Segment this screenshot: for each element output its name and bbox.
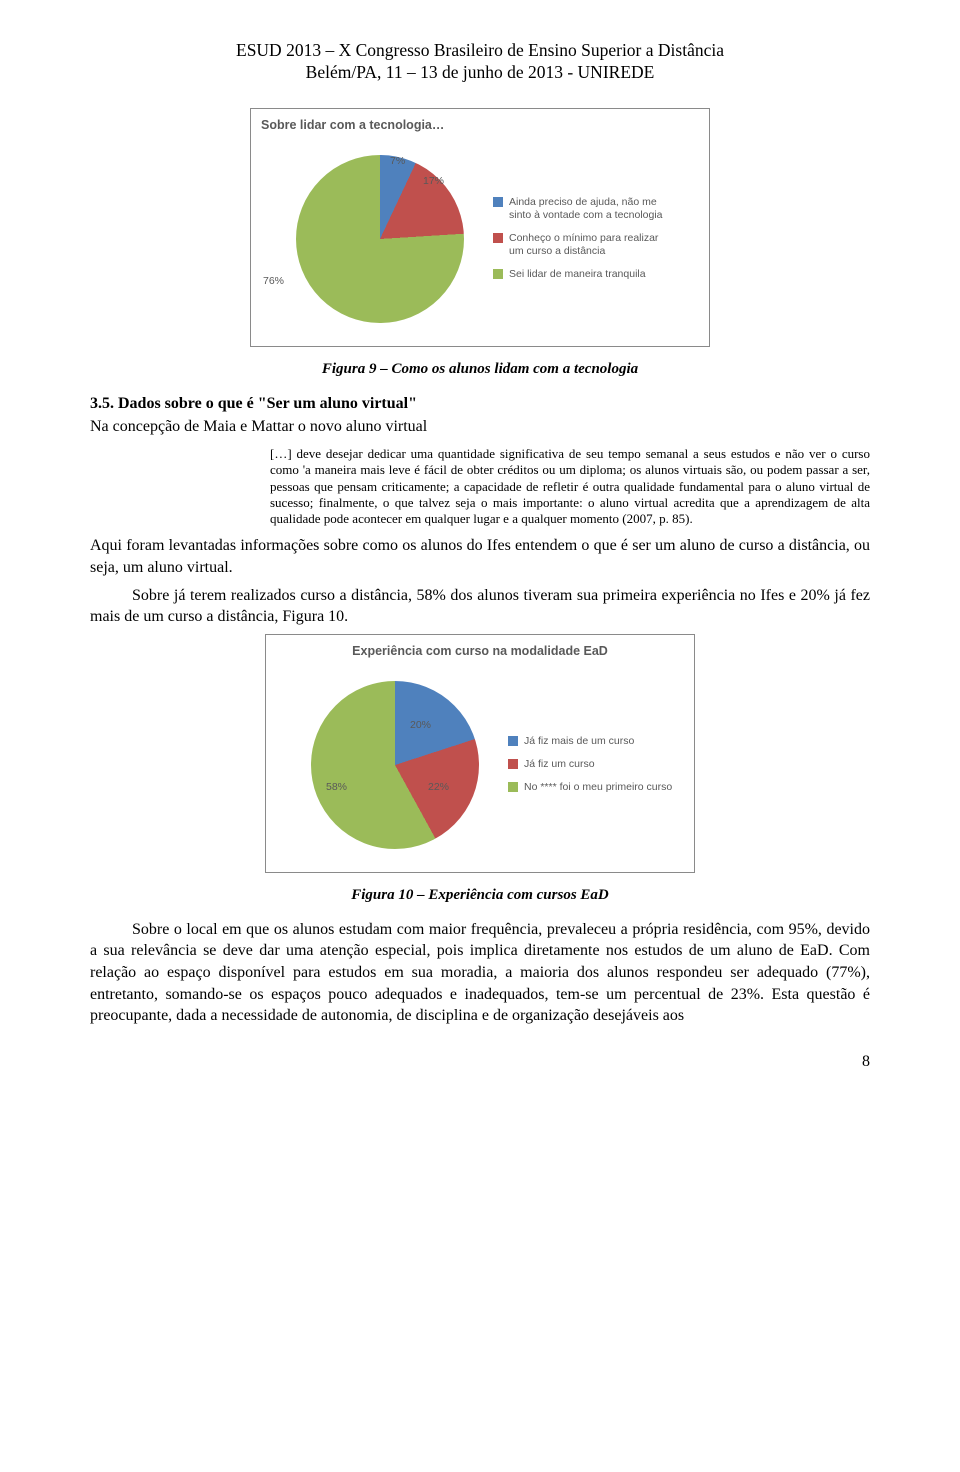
legend-swatch [508, 782, 518, 792]
legend-experiencia: Já fiz mais de um curso Já fiz um curso No… [508, 735, 672, 794]
section-3-5-heading: 3.5. Dados sobre o que é "Ser um aluno v… [90, 393, 870, 415]
paragraph-1: Aqui foram levantadas informações sobre … [90, 535, 870, 578]
legend-swatch [493, 197, 503, 207]
pie-chart-tecnologia: 7%17%76% [295, 154, 465, 324]
pie-slice-label: 58% [326, 780, 347, 794]
legend-swatch [508, 736, 518, 746]
legend-label: Ainda preciso de ajuda, não me sinto à v… [509, 196, 668, 222]
legend-item: Já fiz mais de um curso [508, 735, 672, 748]
legend-label: No **** foi o meu primeiro curso [524, 781, 672, 794]
section-intro: Na concepção de Maia e Mattar o novo alu… [90, 416, 870, 438]
chart-experiencia-title: Experiência com curso na modalidade EaD [276, 643, 684, 660]
legend-label: Já fiz um curso [524, 758, 595, 771]
figure-9-caption: Figura 9 – Como os alunos lidam com a te… [90, 359, 870, 379]
legend-item: Ainda preciso de ajuda, não me sinto à v… [493, 196, 668, 222]
legend-tecnologia: Ainda preciso de ajuda, não me sinto à v… [493, 196, 668, 282]
page-header: ESUD 2013 – X Congresso Brasileiro de En… [90, 40, 870, 84]
section-quote: […] deve desejar dedicar uma quantidade … [270, 446, 870, 527]
chart-tecnologia: Sobre lidar com a tecnologia… 7% 17% 76% A… [250, 108, 710, 347]
header-line-2: Belém/PA, 11 – 13 de junho de 2013 - UNI… [90, 62, 870, 84]
pie-slice-label: 7% [390, 154, 405, 168]
pie-slice-label: 17% [423, 174, 444, 188]
page-number: 8 [90, 1051, 870, 1073]
figure-10-caption: Figura 10 – Experiência com cursos EaD [90, 885, 870, 905]
legend-item: Já fiz um curso [508, 758, 672, 771]
legend-label: Conheço o mínimo para realizar um curso … [509, 232, 668, 258]
legend-swatch [493, 233, 503, 243]
pie-slice-label: 22% [428, 780, 449, 794]
legend-label: Sei lidar de maneira tranquila [509, 268, 646, 281]
pie-slice-label: 20% [410, 718, 431, 732]
paragraph-3: Sobre o local em que os alunos estudam c… [90, 919, 870, 1027]
pie-slice-label: 76% [263, 274, 284, 288]
legend-swatch [508, 759, 518, 769]
legend-swatch [493, 269, 503, 279]
pie-experiencia-disc [310, 680, 480, 850]
chart-tecnologia-title: Sobre lidar com a tecnologia… [261, 117, 699, 134]
legend-item: No **** foi o meu primeiro curso [508, 781, 672, 794]
legend-item: Sei lidar de maneira tranquila [493, 268, 668, 281]
chart-experiencia: Experiência com curso na modalidade EaD … [265, 634, 695, 873]
header-line-1: ESUD 2013 – X Congresso Brasileiro de En… [90, 40, 870, 62]
legend-label: Já fiz mais de um curso [524, 735, 634, 748]
pie-chart-experiencia: 20% 22% 58% [310, 680, 480, 850]
legend-item: Conheço o mínimo para realizar um curso … [493, 232, 668, 258]
paragraph-2: Sobre já terem realizados curso a distân… [90, 585, 870, 628]
